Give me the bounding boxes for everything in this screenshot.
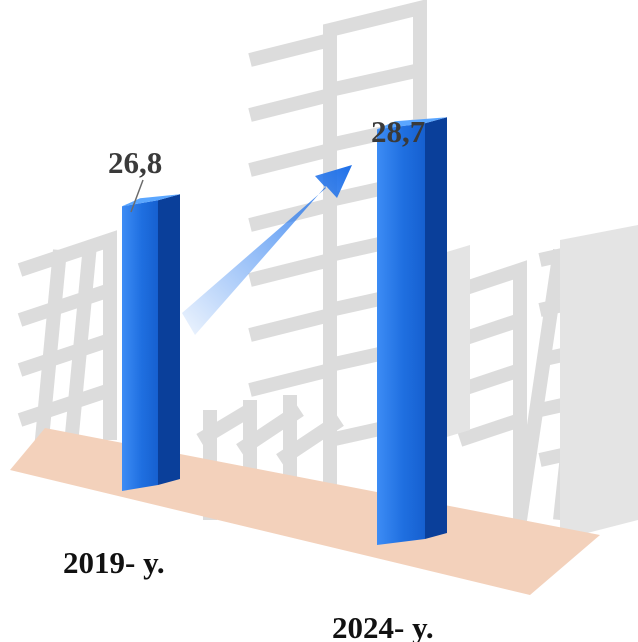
bar-1 — [122, 194, 180, 492]
bar-front-face — [122, 200, 158, 492]
category-label-2: 2024- y. — [332, 610, 434, 642]
bar-top-face — [122, 194, 180, 207]
data-label-leader — [130, 179, 144, 213]
category-label-1: 2019- y. — [63, 545, 165, 580]
data-label-1: 26,8 — [108, 145, 162, 180]
trend-arrow — [182, 165, 352, 335]
bar-front-face — [377, 123, 425, 545]
bar-side-face — [158, 194, 180, 486]
bar-top-face — [377, 117, 447, 130]
bar-2 — [377, 117, 447, 545]
data-label-2: 28,7 — [371, 114, 425, 149]
bar-side-face — [425, 117, 447, 539]
